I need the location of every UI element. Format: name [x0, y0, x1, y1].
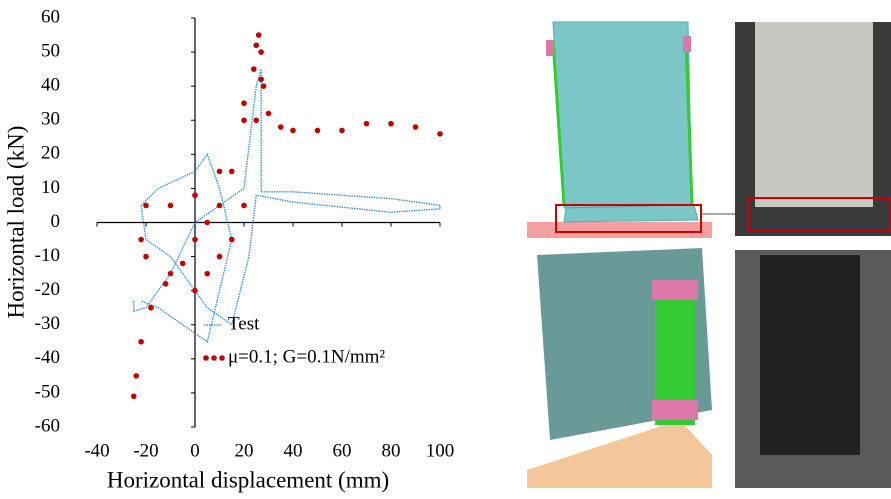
- data-point: [256, 32, 262, 38]
- data-point: [315, 128, 321, 134]
- wall-block: [564, 205, 698, 222]
- x-tick-label: 100: [426, 440, 455, 461]
- data-point: [217, 169, 223, 175]
- x-tick-label: 20: [235, 440, 254, 461]
- damper: [652, 400, 698, 420]
- specimen: [755, 22, 873, 207]
- chart: Horizontal displacement (mm) Horizontal …: [0, 0, 480, 499]
- y-tick-label: -20: [35, 279, 60, 300]
- data-point: [229, 237, 235, 243]
- x-axis-label: Horizontal displacement (mm): [107, 467, 389, 492]
- y-tick-label: -10: [35, 245, 60, 266]
- base: [527, 222, 712, 238]
- data-point: [168, 271, 174, 277]
- x-tick-label: 60: [333, 440, 352, 461]
- y-tick-label: -50: [35, 381, 60, 402]
- data-point: [192, 288, 198, 294]
- data-point: [413, 124, 419, 130]
- figure-panels: [480, 0, 891, 499]
- data-point: [143, 203, 149, 209]
- y-axis-label: Horizontal load (kN): [3, 126, 28, 319]
- damper: [683, 36, 691, 52]
- y-tick-label: 40: [41, 75, 60, 96]
- wall-model: [553, 22, 692, 208]
- y-tick-label: -60: [35, 415, 60, 436]
- legend-swatch: [219, 355, 225, 361]
- data-point: [241, 203, 247, 209]
- data-point: [258, 49, 264, 55]
- specimen: [760, 255, 860, 455]
- x-tick-label: -40: [84, 440, 109, 461]
- data-point: [278, 124, 284, 130]
- data-point: [163, 281, 169, 287]
- y-tick-label: 0: [51, 211, 61, 232]
- data-point: [192, 237, 198, 243]
- data-point: [339, 128, 345, 134]
- data-point: [204, 271, 210, 277]
- data-point: [258, 77, 264, 83]
- y-tick-label: -30: [35, 313, 60, 334]
- data-point: [241, 117, 247, 123]
- data-point: [204, 220, 210, 226]
- data-point: [138, 339, 144, 345]
- y-tick-label: 10: [41, 177, 60, 198]
- x-tick-label: 0: [190, 440, 200, 461]
- data-point: [261, 83, 267, 89]
- data-point: [290, 128, 296, 134]
- damper: [652, 280, 698, 300]
- data-point: [192, 192, 198, 198]
- data-point: [241, 100, 247, 106]
- data-point: [253, 42, 259, 48]
- data-point: [217, 254, 223, 260]
- data-point: [168, 203, 174, 209]
- data-point: [217, 203, 223, 209]
- damper: [546, 40, 554, 56]
- data-point: [131, 394, 137, 400]
- data-point: [266, 111, 272, 117]
- x-tick-label: 80: [382, 440, 401, 461]
- data-point: [388, 121, 394, 127]
- y-tick-label: 20: [41, 143, 60, 164]
- y-tick-label: 50: [41, 40, 60, 61]
- data-point: [229, 169, 235, 175]
- legend-label: Test: [228, 313, 260, 334]
- data-point: [437, 131, 443, 137]
- legend-swatch: [203, 355, 209, 361]
- page: Horizontal displacement (mm) Horizontal …: [0, 0, 891, 499]
- data-point: [180, 261, 186, 267]
- legend-swatch: [211, 355, 217, 361]
- data-point: [148, 305, 154, 311]
- data-point: [251, 66, 257, 72]
- data-point: [253, 117, 259, 123]
- x-tick-label: -20: [133, 440, 158, 461]
- data-point: [143, 254, 149, 260]
- data-point: [133, 373, 139, 379]
- data-point: [364, 121, 370, 127]
- x-tick-label: 40: [284, 440, 303, 461]
- series-line: [134, 69, 440, 342]
- legend-label: μ=0.1; G=0.1N/mm²: [228, 346, 385, 367]
- data-point: [138, 237, 144, 243]
- y-tick-label: 60: [41, 6, 60, 27]
- y-tick-label: 30: [41, 109, 60, 130]
- y-tick-label: -40: [35, 347, 60, 368]
